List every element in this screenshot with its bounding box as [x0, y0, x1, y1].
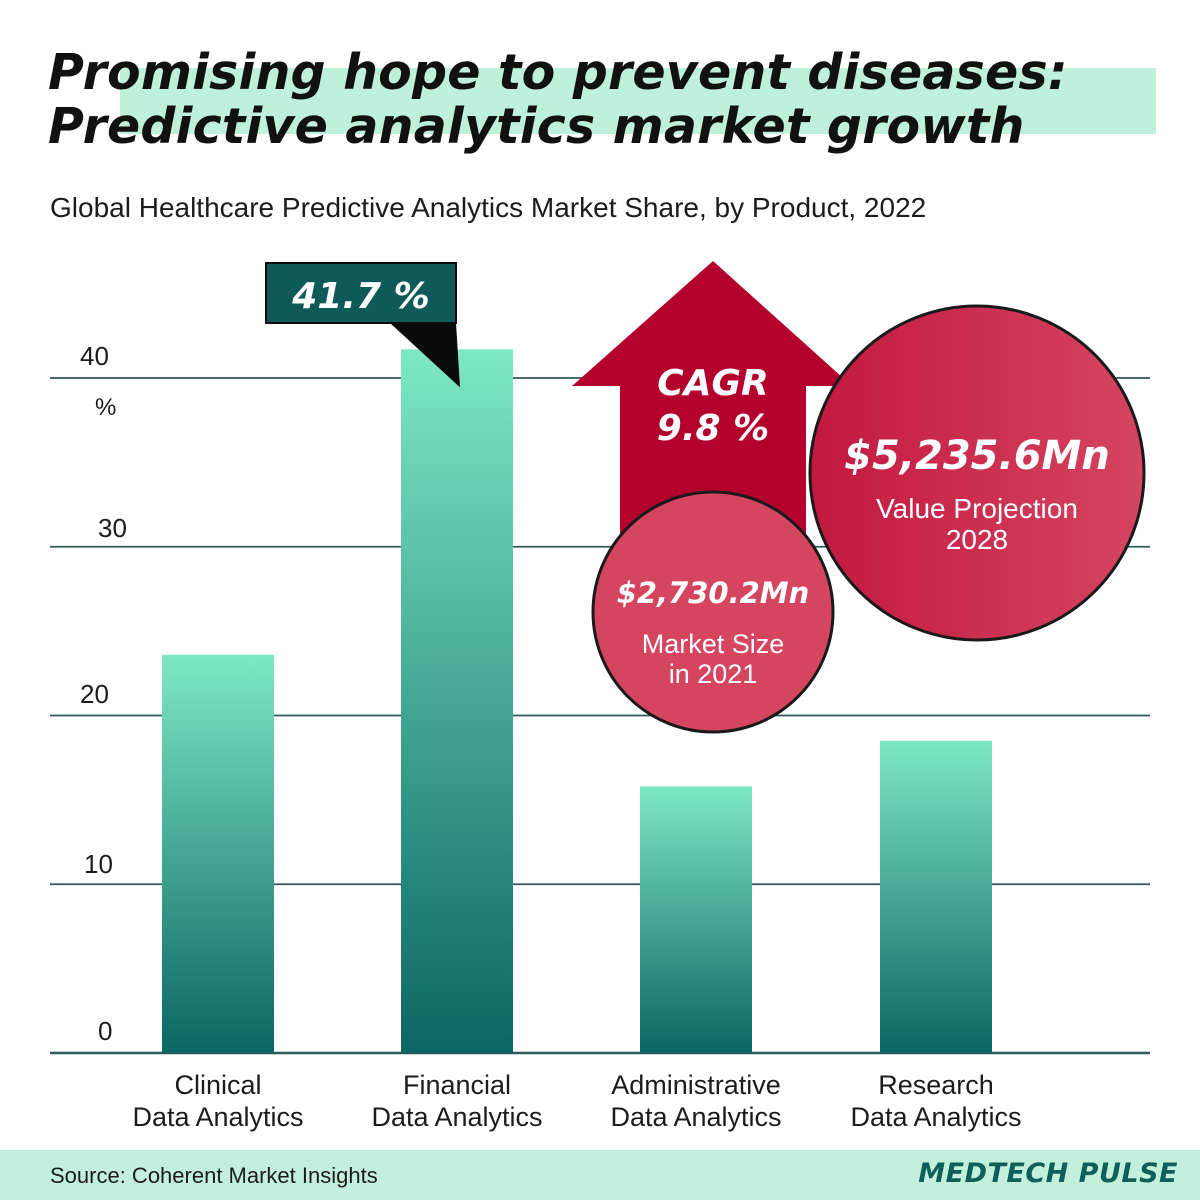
market-size-year: in 2021: [669, 659, 758, 689]
source-note: Source: Coherent Market Insights: [50, 1163, 378, 1188]
bar-2: [640, 786, 752, 1053]
market-size-label: Market Size: [642, 629, 785, 659]
highlight-callout-box: [265, 262, 457, 324]
cagr-label: CAGR: [657, 363, 769, 404]
title-highlight: [120, 68, 1156, 134]
chart-subtitle: Global Healthcare Predictive Analytics M…: [50, 192, 927, 223]
x-tick-label: Data Analytics: [610, 1102, 781, 1132]
cagr-value: 9.8 %: [657, 408, 769, 449]
title-block: Promising hope to prevent diseases: Pred…: [0, 0, 1200, 170]
value-projection-amount: $5,235.6Mn: [844, 433, 1110, 479]
x-tick-label: Financial: [403, 1070, 511, 1100]
y-tick-label: 30: [98, 513, 127, 543]
brand-logo-text: MEDTECH PULSE: [918, 1158, 1178, 1189]
bar-0: [162, 654, 274, 1053]
page-title-line-2: Predictive analytics market growth: [48, 98, 1025, 155]
y-tick-label: 0: [98, 1016, 112, 1046]
page-title-line-1: Promising hope to prevent diseases:: [48, 44, 1068, 101]
market-size-amount: $2,730.2Mn: [617, 576, 810, 610]
highlight-value-label: 41.7 %: [291, 276, 429, 317]
y-axis-unit: %: [95, 394, 116, 421]
value-projection-label: Value Projection: [876, 493, 1078, 524]
y-tick-label: 20: [80, 679, 109, 709]
highlight-callout-pointer: [390, 323, 460, 388]
x-tick-label: Clinical: [174, 1070, 261, 1100]
x-tick-label: Data Analytics: [850, 1102, 1021, 1132]
x-tick-label: Research: [878, 1070, 994, 1100]
market-size-circle: [591, 490, 835, 734]
value-projection-year: 2028: [946, 524, 1008, 555]
x-tick-label: Data Analytics: [371, 1102, 542, 1132]
cagr-arrow: [572, 261, 852, 535]
x-tick-label: Administrative: [611, 1070, 781, 1100]
bar-1: [401, 349, 513, 1053]
x-tick-label: Data Analytics: [132, 1102, 303, 1132]
y-tick-label: 10: [84, 849, 113, 879]
value-projection-circle: [808, 304, 1146, 642]
footer-band: [0, 1150, 1200, 1200]
y-tick-label: 40: [80, 341, 109, 371]
bar-3: [880, 740, 992, 1053]
